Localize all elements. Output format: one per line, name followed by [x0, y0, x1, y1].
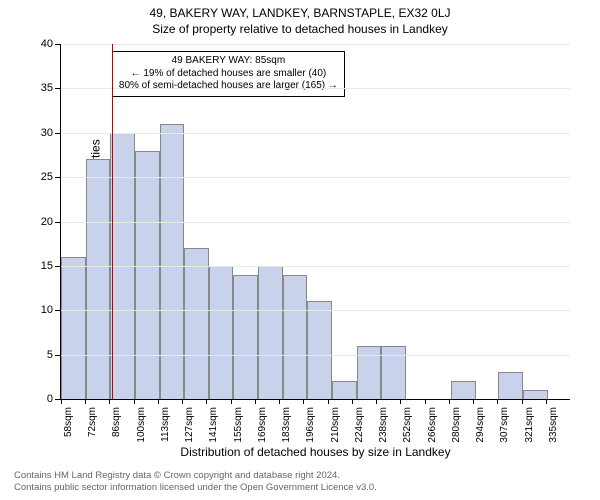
x-tick-label: 224sqm	[354, 407, 365, 443]
footer-line: Contains HM Land Registry data © Crown c…	[14, 470, 377, 482]
x-tick-label: 155sqm	[233, 407, 244, 443]
annotation-box: 49 BAKERY WAY: 85sqm ← 19% of detached h…	[112, 51, 345, 97]
x-tick-label: 266sqm	[427, 407, 438, 443]
bar	[135, 151, 160, 400]
gridline	[61, 177, 570, 178]
x-tick	[497, 399, 498, 404]
x-tick-label: 210sqm	[330, 407, 341, 443]
x-tick-label: 238sqm	[378, 407, 389, 443]
page-subtitle: Size of property relative to detached ho…	[0, 20, 600, 36]
reference-line	[112, 44, 113, 399]
bar	[523, 390, 548, 399]
bar	[61, 257, 86, 399]
bar	[307, 301, 332, 399]
gridline	[61, 133, 570, 134]
y-tick-label: 30	[41, 127, 61, 139]
bar	[332, 381, 357, 399]
y-tick-label: 35	[41, 82, 61, 94]
y-tick-label: 40	[41, 38, 61, 50]
x-tick	[400, 399, 401, 404]
x-tick-label: 72sqm	[87, 407, 98, 437]
x-tick	[522, 399, 523, 404]
x-tick-label: 169sqm	[257, 407, 268, 443]
x-tick	[546, 399, 547, 404]
gridline	[61, 44, 570, 45]
annotation-line: ← 19% of detached houses are smaller (40…	[119, 68, 338, 81]
x-tick	[279, 399, 280, 404]
x-tick-label: 183sqm	[281, 407, 292, 443]
annotation-line: 80% of semi-detached houses are larger (…	[119, 80, 338, 93]
bar	[498, 372, 523, 399]
x-tick	[158, 399, 159, 404]
x-axis-label: Distribution of detached houses by size …	[180, 445, 450, 459]
x-tick	[134, 399, 135, 404]
gridline	[61, 266, 570, 267]
gridline	[61, 88, 570, 89]
x-tick	[85, 399, 86, 404]
x-tick	[328, 399, 329, 404]
x-tick	[206, 399, 207, 404]
x-tick	[231, 399, 232, 404]
bar	[451, 381, 476, 399]
bar	[86, 159, 111, 399]
x-tick	[449, 399, 450, 404]
x-tick-label: 141sqm	[208, 407, 219, 443]
gridline	[61, 310, 570, 311]
x-tick	[352, 399, 353, 404]
y-tick-label: 15	[41, 260, 61, 272]
bar	[184, 248, 209, 399]
x-tick-label: 113sqm	[160, 407, 171, 442]
y-tick-label: 25	[41, 171, 61, 183]
x-tick	[109, 399, 110, 404]
x-tick	[182, 399, 183, 404]
x-tick-label: 294sqm	[475, 407, 486, 443]
x-tick-label: 335sqm	[548, 407, 559, 443]
x-tick-label: 58sqm	[63, 407, 74, 437]
bar	[233, 275, 258, 399]
gridline	[61, 355, 570, 356]
x-tick-label: 86sqm	[111, 407, 122, 437]
x-tick-label: 321sqm	[524, 407, 535, 443]
y-tick-label: 5	[47, 349, 61, 361]
x-tick	[425, 399, 426, 404]
annotation-line: 49 BAKERY WAY: 85sqm	[119, 55, 338, 68]
y-tick-label: 10	[41, 304, 61, 316]
x-tick	[303, 399, 304, 404]
bar	[283, 275, 308, 399]
histogram-chart: Number of detached properties Distributi…	[60, 44, 570, 400]
y-tick-label: 20	[41, 216, 61, 228]
x-tick-label: 127sqm	[184, 407, 195, 443]
x-tick-label: 100sqm	[136, 407, 147, 443]
x-tick	[61, 399, 62, 404]
footer-attribution: Contains HM Land Registry data © Crown c…	[14, 470, 377, 494]
bar	[209, 266, 234, 399]
x-tick-label: 196sqm	[305, 407, 316, 443]
bar	[258, 266, 283, 399]
x-tick	[473, 399, 474, 404]
page-title: 49, BAKERY WAY, LANDKEY, BARNSTAPLE, EX3…	[0, 0, 600, 20]
footer-line: Contains public sector information licen…	[14, 482, 377, 494]
bar	[160, 124, 185, 399]
gridline	[61, 222, 570, 223]
x-tick-label: 307sqm	[499, 407, 510, 443]
x-tick-label: 252sqm	[402, 407, 413, 443]
x-tick	[255, 399, 256, 404]
x-tick	[376, 399, 377, 404]
y-tick-label: 0	[47, 393, 61, 405]
x-tick-label: 280sqm	[451, 407, 462, 443]
